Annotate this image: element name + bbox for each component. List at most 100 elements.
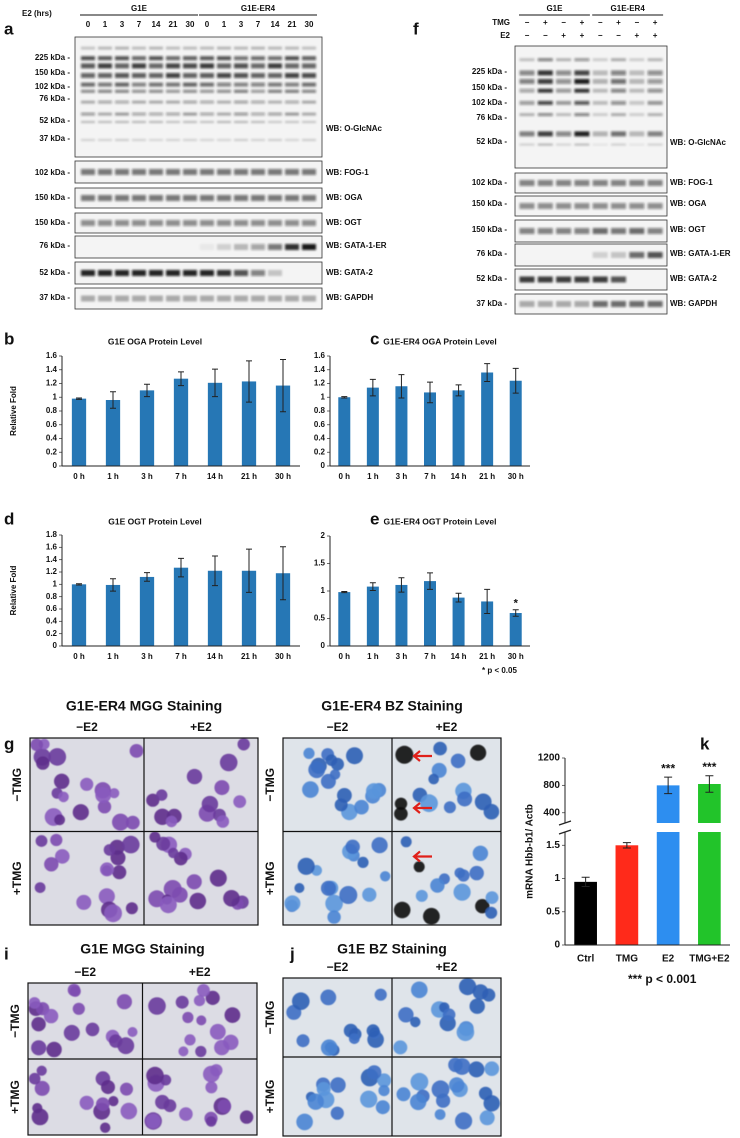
y-tick-label: 0.5: [546, 906, 560, 917]
band: [251, 56, 265, 61]
cell: [155, 1094, 170, 1110]
bar: [366, 387, 379, 466]
band: [592, 276, 608, 283]
wb-label: WB: O-GlcNAc: [326, 124, 383, 133]
band: [234, 220, 248, 226]
cell: [428, 773, 440, 785]
error-bar: [76, 583, 82, 586]
band: [574, 180, 590, 186]
band: [98, 56, 112, 61]
sign: +: [580, 18, 585, 27]
cell: [109, 788, 120, 799]
band: [611, 70, 626, 76]
marker-label: 150 kDa -: [472, 225, 507, 234]
band: [647, 228, 663, 234]
band: [166, 63, 180, 69]
error-bar: [280, 358, 286, 413]
blot-bands: [519, 203, 663, 209]
lane-label: 1: [222, 20, 227, 29]
error-bar: [369, 378, 376, 397]
y-tick-label: 1.8: [46, 530, 58, 539]
band: [285, 139, 299, 141]
y-tick-label: 1.4: [46, 365, 58, 374]
marker-label: 76 kDa -: [39, 94, 70, 103]
cell: [205, 1081, 218, 1094]
error-bar: [484, 363, 491, 382]
cell: [469, 865, 484, 881]
blot-bands: [81, 195, 316, 201]
cell: [146, 1066, 164, 1085]
cell: [28, 1072, 41, 1085]
band: [592, 203, 608, 209]
cell: [320, 1039, 338, 1056]
band: [217, 100, 231, 104]
row-label: −TMG: [8, 1004, 22, 1038]
cell: [479, 1110, 495, 1126]
cell: [182, 1011, 194, 1024]
band: [592, 301, 608, 307]
cell: [485, 906, 498, 919]
arrow: [412, 850, 432, 863]
cell: [443, 801, 456, 814]
sign: +: [653, 18, 658, 27]
blot-bands: [519, 276, 626, 283]
cell: [337, 788, 352, 803]
lane-label: 7: [137, 20, 142, 29]
group-label: G1E: [131, 4, 148, 13]
band: [132, 220, 146, 226]
cell: [48, 748, 67, 766]
band: [611, 113, 626, 117]
significance-note: * p < 0.05: [482, 666, 517, 675]
bar: [139, 576, 155, 646]
cell: [44, 857, 59, 872]
cell: [205, 1116, 217, 1127]
lane-label: 30: [186, 20, 195, 29]
band: [217, 139, 231, 141]
error-bar: [144, 383, 150, 398]
chart-title: G1E-ER4 OGA Protein Level: [383, 336, 497, 346]
band: [98, 220, 112, 226]
blot-strip: [514, 243, 668, 267]
band: [149, 56, 163, 61]
x-tick-label: 1 h: [107, 472, 119, 481]
blot-bands: [592, 252, 663, 258]
cell: [320, 773, 336, 789]
band: [149, 139, 163, 141]
band: [200, 169, 214, 175]
cell: [423, 907, 440, 925]
error-bar: [484, 588, 491, 615]
band: [132, 73, 146, 78]
x-tick-label: 3 h: [141, 652, 153, 661]
cell: [224, 1007, 241, 1023]
cell: [485, 891, 499, 904]
wb-label: WB: OGT: [670, 225, 706, 234]
band: [98, 121, 112, 123]
column-label: +E2: [436, 960, 458, 974]
wb-label: WB: OGA: [670, 199, 707, 208]
error-bar: [144, 572, 150, 582]
staining-title: G1E-ER4 MGG Staining: [66, 698, 222, 714]
blot-strip: [514, 195, 668, 217]
band: [537, 203, 553, 209]
x-tick-label: 1 h: [107, 652, 119, 661]
band: [285, 112, 299, 116]
band: [611, 180, 626, 186]
band: [537, 70, 553, 76]
blot-strip: [74, 261, 323, 285]
cell: [46, 1041, 62, 1058]
blot-bands: [81, 46, 316, 141]
band: [574, 70, 590, 76]
sign: +: [561, 31, 566, 40]
wb-label: WB: GATA-1-ER: [670, 249, 731, 258]
cells: [296, 1065, 392, 1131]
marker-label: 52 kDa -: [476, 137, 507, 146]
band: [302, 63, 316, 69]
band: [217, 46, 231, 50]
bar: [452, 390, 465, 466]
cell: [100, 1122, 111, 1133]
cell: [168, 847, 179, 859]
cell: [79, 1095, 94, 1110]
cell: [375, 1100, 390, 1115]
band: [302, 121, 316, 123]
cell: [216, 815, 230, 828]
